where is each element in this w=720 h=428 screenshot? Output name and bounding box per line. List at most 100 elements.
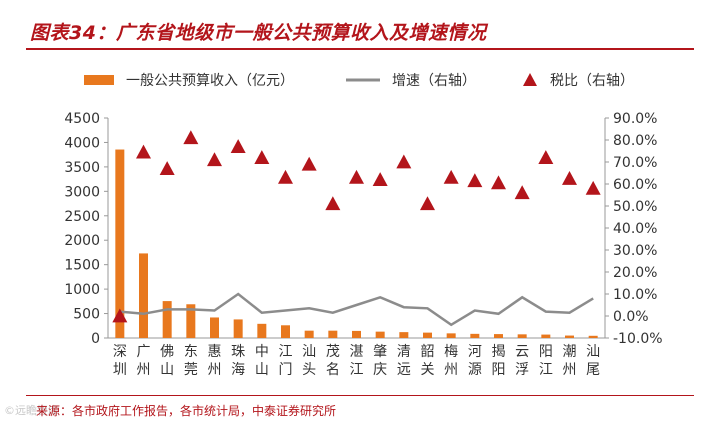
bar [470, 333, 480, 338]
right-tick-label: 0.0% [613, 309, 649, 325]
chart-canvas: 0 500 1000 1500 2000 2500 3000 3500 4000 4500 -10.… [64, 73, 663, 378]
bar [588, 335, 598, 338]
legend-swatch-marker [523, 73, 537, 86]
x-tick-label: 珠 [231, 344, 245, 360]
x-tick-label: 中 [255, 344, 269, 360]
x-tick-label: 云 [515, 344, 529, 360]
x-tick-label: 江 [350, 362, 364, 378]
x-tick-label: 山 [160, 362, 174, 378]
bar [494, 334, 503, 338]
right-tick-label: 90.0% [613, 111, 657, 127]
bar [162, 301, 172, 338]
tax-ratio-marker [443, 169, 459, 184]
bar [304, 330, 314, 338]
x-tick-label: 佛 [160, 344, 174, 360]
x-tick-label: 州 [137, 362, 151, 378]
x-tick-label: 揭 [492, 344, 506, 360]
right-tick-label: 20.0% [613, 265, 657, 281]
x-tick-label: 州 [444, 362, 458, 378]
right-tick-label: -10.0% [613, 331, 663, 347]
right-tick-label: 80.0% [613, 133, 657, 149]
footer-divider [26, 395, 694, 396]
legend-label-marker: 税比（右轴） [550, 73, 634, 89]
growth-line [119, 292, 594, 327]
source-note: 来源：各市政府工作报告，各市统计局，中泰证券研究所 [36, 404, 337, 418]
x-tick-label: 浮 [515, 362, 529, 378]
x-tick-label: 汕 [302, 344, 316, 360]
x-tick-label: 名 [326, 362, 340, 378]
x-tick-label: 江 [279, 344, 293, 360]
left-tick-label: 2000 [64, 233, 100, 249]
tax-ratio-marker [538, 150, 554, 164]
tax-ratio-marker [396, 154, 412, 169]
bar [541, 334, 551, 338]
tax-ratio-marker [349, 169, 364, 184]
watermark: ©远瞻智库 [4, 404, 59, 417]
x-tick-label: 尾 [586, 362, 600, 378]
x-tick-label: 广 [137, 344, 151, 360]
tax-ratio-marker [207, 152, 222, 167]
x-tick-label: 东 [184, 344, 198, 360]
right-tick-label: 70.0% [613, 155, 657, 171]
x-tick-label: 惠 [208, 344, 222, 360]
x-tick-label: 山 [255, 362, 269, 378]
x-tick-label: 庆 [373, 362, 387, 378]
left-tick-label: 4500 [64, 111, 100, 127]
right-tick-label: 40.0% [613, 221, 657, 237]
x-tick-label: 韶 [421, 344, 435, 360]
x-tick-label: 门 [279, 362, 293, 378]
x-tick-label: 关 [421, 362, 435, 378]
bar [233, 319, 243, 338]
bar [423, 332, 432, 338]
x-tick-label: 海 [231, 362, 245, 378]
right-tick-label: 30.0% [613, 243, 657, 259]
tax-ratio-marker [278, 169, 293, 184]
x-tick-label: 茂 [326, 343, 340, 360]
title-divider [26, 48, 694, 50]
bar [328, 330, 338, 338]
tax-ratio-marker [585, 180, 601, 195]
right-tick-label: 50.0% [613, 199, 657, 215]
x-tick-label: 圳 [113, 362, 127, 378]
x-tick-label: 河 [468, 344, 482, 360]
x-tick-label: 江 [539, 362, 553, 378]
tax-ratio-marker [514, 185, 530, 200]
x-tick-label: 远 [397, 362, 411, 378]
legend-label-bar: 一般公共预算收入（亿元） [126, 73, 294, 89]
chart-title: 图表34：广东省地级市一般公共预算收入及增速情况 [30, 22, 487, 44]
left-tick-label: 0 [91, 331, 100, 347]
bar [186, 304, 196, 338]
tax-ratio-marker [183, 130, 199, 145]
bar [352, 330, 361, 338]
x-tick-label: 头 [302, 362, 316, 378]
left-tick-label: 500 [73, 307, 100, 323]
bar [281, 325, 290, 338]
bar [517, 334, 527, 338]
bar [115, 149, 125, 338]
tax-ratio-marker [372, 172, 388, 186]
x-tick-label: 阳 [492, 362, 506, 378]
tax-ratio-marker [254, 150, 270, 164]
left-tick-label: 4000 [64, 135, 100, 151]
legend-label-line: 增速（右轴） [392, 73, 476, 89]
x-tick-label: 肇 [373, 344, 387, 360]
tax-ratio-marker [301, 156, 317, 171]
tax-ratio-marker [112, 308, 128, 323]
bar [446, 333, 456, 338]
tax-ratio-marker [325, 196, 341, 211]
tax-ratio-marker [562, 171, 577, 185]
left-tick-label: 1000 [64, 282, 100, 298]
tax-ratio-marker [136, 144, 151, 159]
tax-ratio-marker [230, 139, 246, 153]
x-tick-label: 梅 [444, 344, 458, 360]
left-tick-label: 3500 [64, 160, 100, 176]
x-tick-label: 州 [208, 362, 222, 378]
x-tick-label: 潮 [563, 344, 577, 360]
bar [139, 253, 148, 338]
bar [399, 332, 409, 338]
x-tick-label: 湛 [350, 344, 364, 360]
bar [210, 317, 219, 338]
left-tick-label: 2500 [64, 209, 100, 225]
tax-ratio-marker [467, 173, 483, 188]
tax-ratio-marker [159, 161, 175, 175]
